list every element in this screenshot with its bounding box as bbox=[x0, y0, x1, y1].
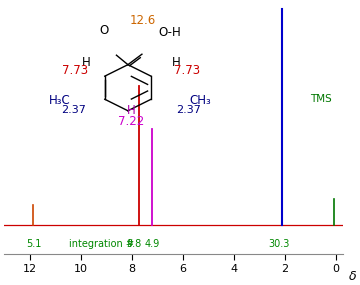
Text: H: H bbox=[82, 56, 91, 69]
Text: 9.8: 9.8 bbox=[127, 239, 142, 249]
Text: 5.1: 5.1 bbox=[26, 239, 41, 249]
Text: O: O bbox=[100, 24, 109, 37]
Text: 2.37: 2.37 bbox=[176, 105, 201, 115]
Text: O-H: O-H bbox=[158, 26, 181, 39]
Text: 4.9: 4.9 bbox=[144, 239, 159, 249]
Text: 7.73: 7.73 bbox=[174, 64, 200, 77]
Text: 7.73: 7.73 bbox=[62, 64, 89, 77]
Text: δ: δ bbox=[349, 270, 357, 283]
Text: TMS: TMS bbox=[310, 94, 331, 104]
Text: 7.22: 7.22 bbox=[118, 115, 144, 128]
Text: 2.37: 2.37 bbox=[61, 105, 86, 115]
Text: CH₃: CH₃ bbox=[189, 94, 211, 107]
Text: H: H bbox=[172, 56, 181, 69]
Text: integration #: integration # bbox=[68, 239, 134, 249]
Text: 12.6: 12.6 bbox=[130, 14, 156, 27]
Text: 30.3: 30.3 bbox=[269, 239, 290, 249]
Text: H₃C: H₃C bbox=[49, 94, 70, 107]
Text: H: H bbox=[127, 104, 136, 117]
